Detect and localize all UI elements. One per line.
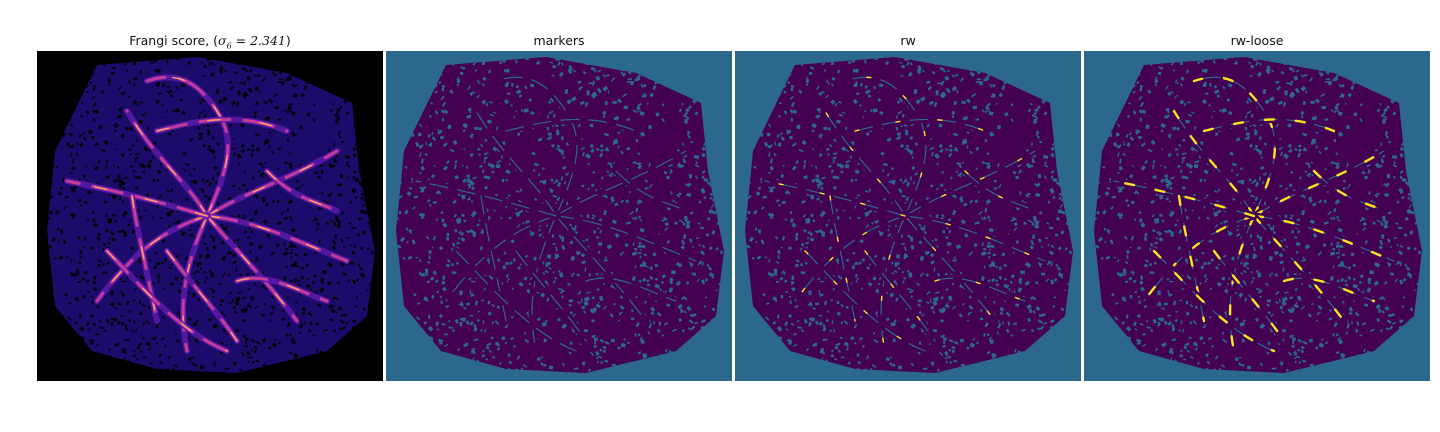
title-end: ): [285, 33, 291, 48]
vessel-layer: [64, 74, 350, 354]
rw-image: [735, 51, 1081, 381]
panel-title-rw: rw: [900, 33, 916, 48]
vessel-layer: [1110, 73, 1398, 355]
title-math: σ6 = 2.341: [218, 33, 286, 51]
panel-markers: [386, 51, 732, 381]
panel-title-frangi: Frangi score, (σ6 = 2.341): [37, 33, 383, 51]
panel-frangi: [37, 51, 383, 381]
title-text: Frangi score, (: [129, 33, 219, 48]
panel-rw: [735, 51, 1081, 381]
vessel-layer: [412, 73, 700, 355]
panel-rw-loose: [1084, 51, 1430, 381]
vessel-layer: [761, 73, 1049, 355]
markers-image: [386, 51, 732, 381]
panel-title-rw-loose: rw-loose: [1230, 33, 1284, 48]
rw-loose-image: [1084, 51, 1430, 381]
frangi-image: [37, 51, 383, 381]
panel-title-markers: markers: [533, 33, 585, 48]
